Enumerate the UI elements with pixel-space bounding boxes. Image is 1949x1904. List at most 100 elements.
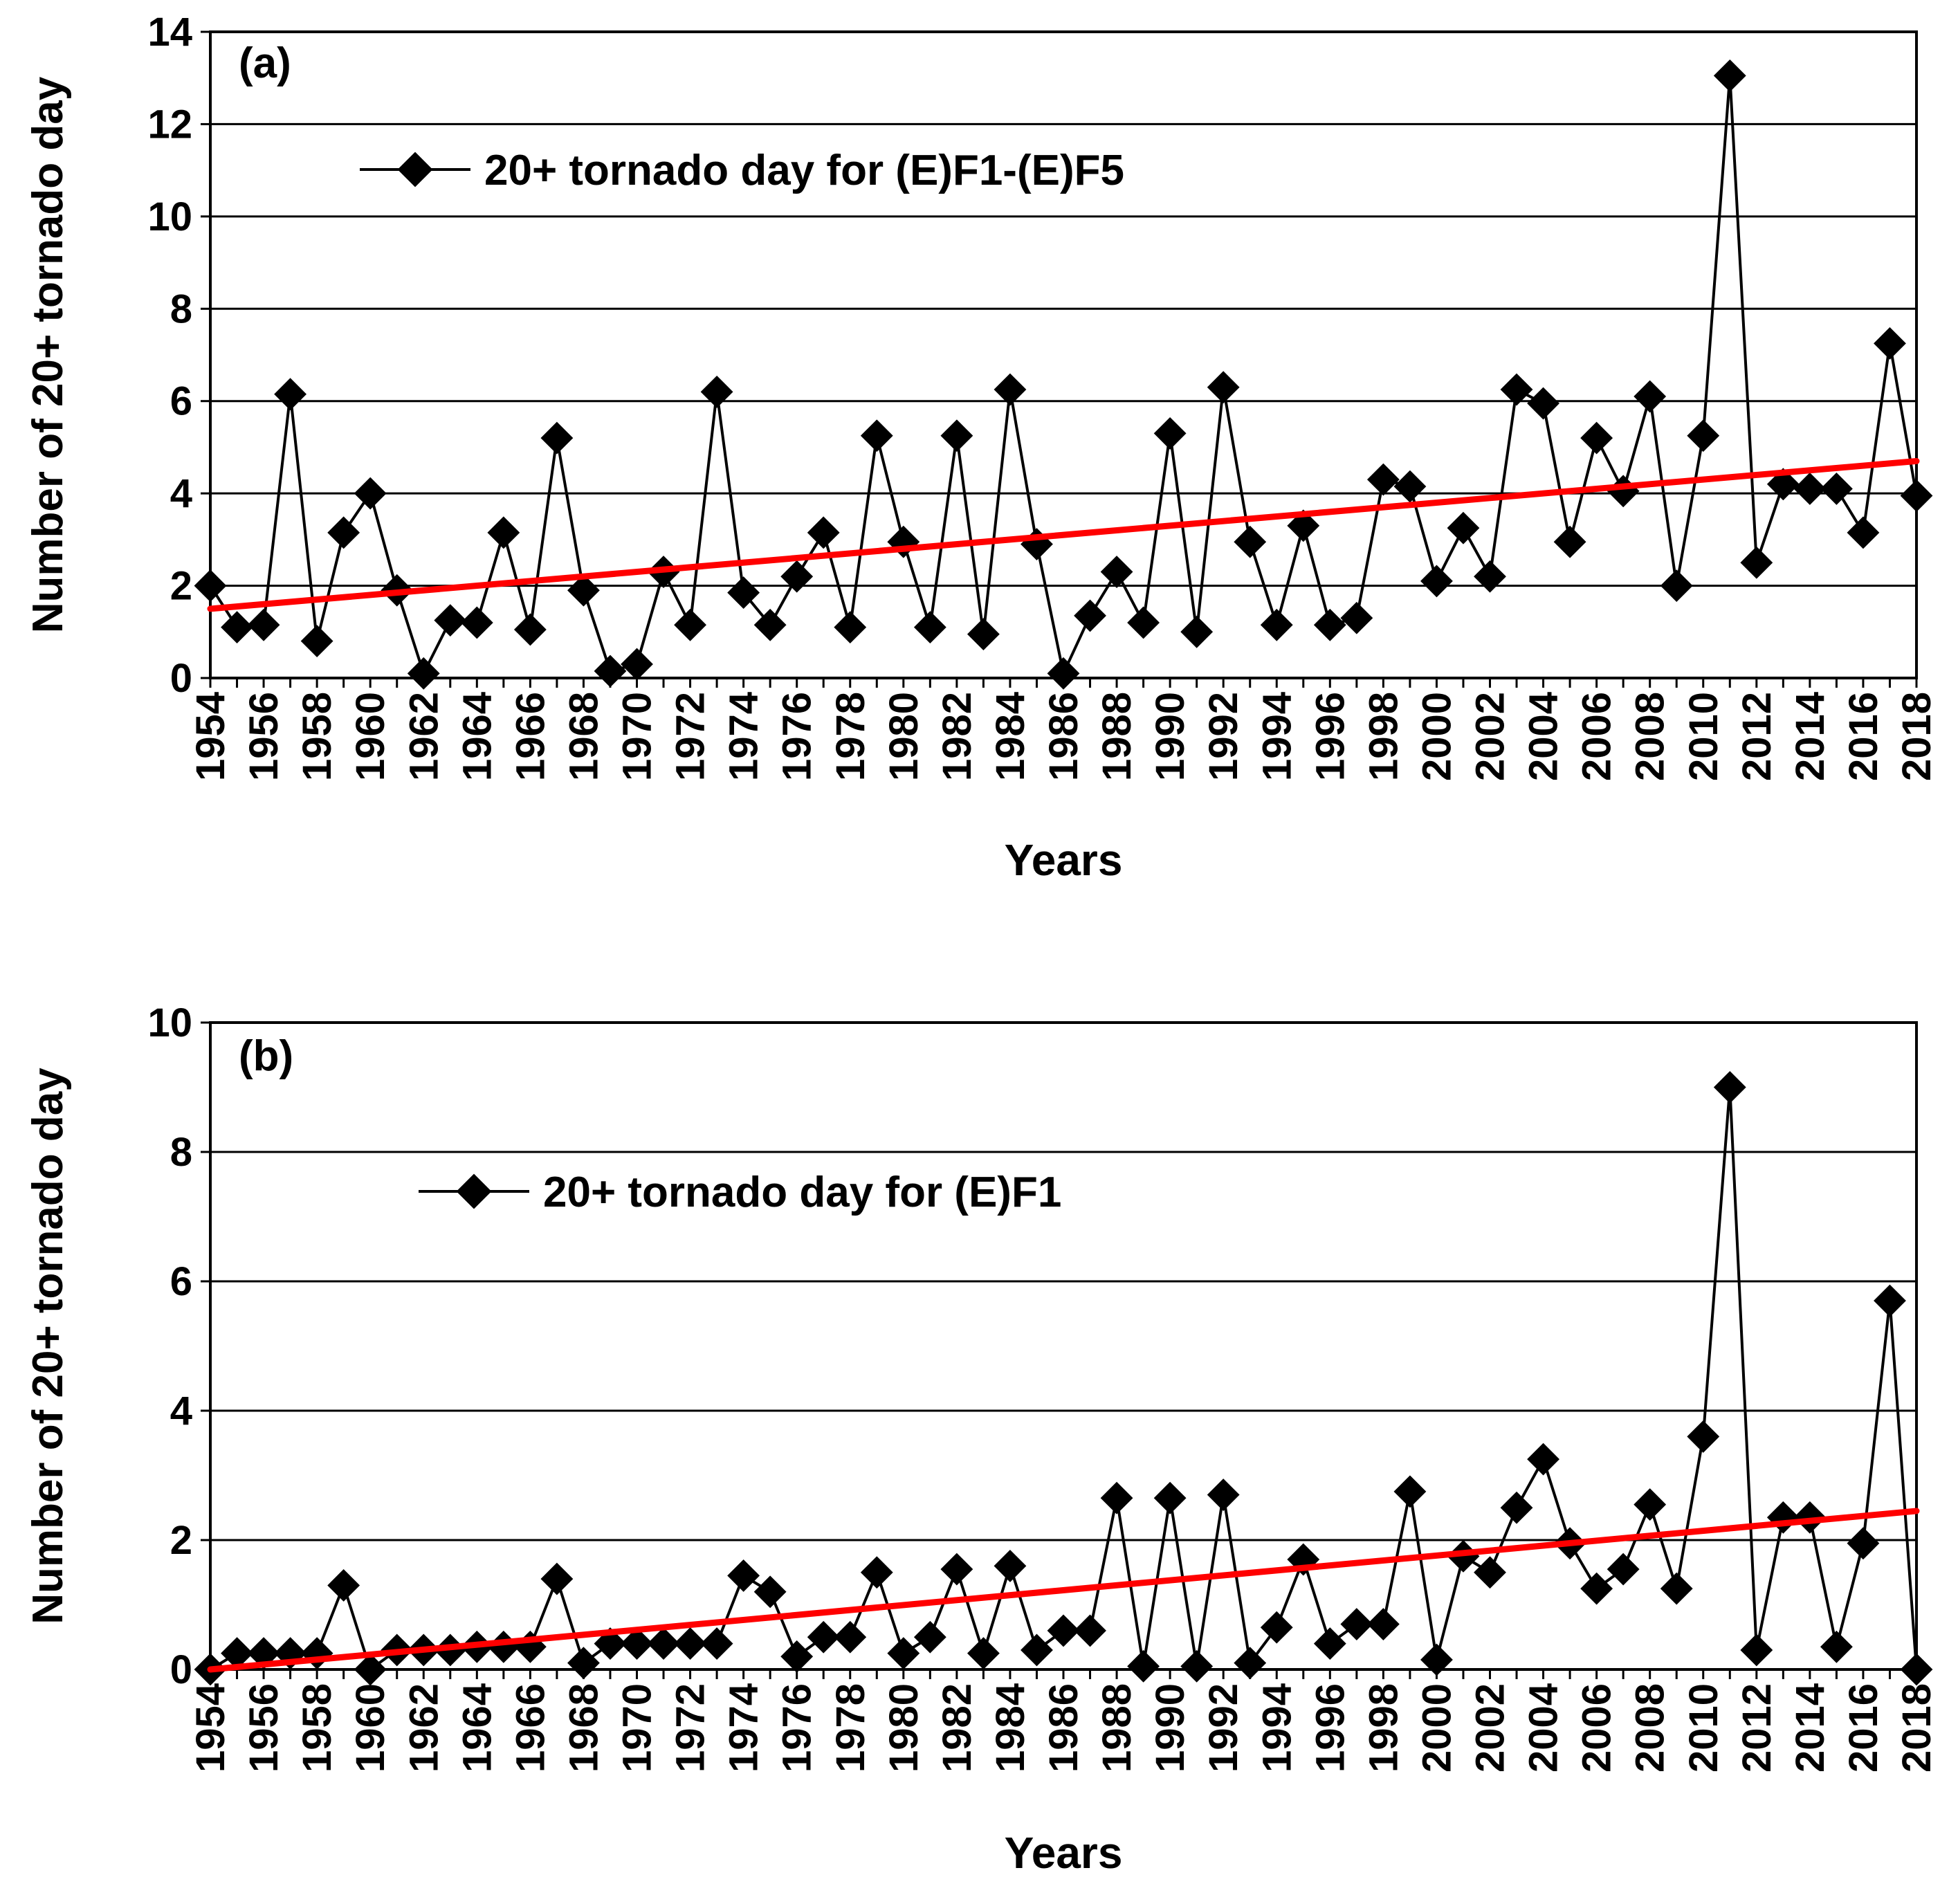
x-tick-label: 1998	[1361, 1683, 1406, 1773]
data-point	[594, 654, 627, 688]
data-point	[221, 611, 253, 644]
data-point	[1074, 1614, 1106, 1647]
x-tick-label: 1976	[775, 692, 820, 781]
data-point	[940, 419, 973, 452]
data-point	[674, 1627, 706, 1660]
data-point	[1687, 1420, 1720, 1453]
data-point	[1634, 1488, 1667, 1521]
data-point	[513, 613, 547, 646]
x-tick-label: 1956	[241, 1683, 286, 1773]
data-point	[1713, 1071, 1746, 1104]
x-tick-label: 2012	[1735, 692, 1779, 781]
x-tick-label: 2004	[1521, 692, 1566, 781]
x-tick-label: 1986	[1041, 1683, 1086, 1773]
data-point	[1820, 1630, 1853, 1663]
data-point	[1634, 380, 1667, 413]
data-point	[1660, 1572, 1693, 1605]
data-point	[780, 1640, 814, 1673]
x-tick-label: 1994	[1254, 1683, 1299, 1773]
legend-label: 20+ tornado day for (E)F1	[543, 1169, 1061, 1216]
y-tick-label: 14	[147, 10, 192, 55]
data-point	[1420, 1643, 1453, 1676]
data-point	[727, 576, 760, 609]
data-point	[1527, 1443, 1559, 1476]
y-tick-label: 6	[170, 379, 192, 424]
data-point	[274, 378, 307, 411]
y-tick-label: 10	[147, 1000, 192, 1045]
data-point	[1447, 511, 1480, 544]
data-point	[434, 604, 467, 637]
x-tick-label: 1958	[295, 1683, 340, 1773]
data-point	[994, 1549, 1027, 1582]
x-axis-title: Years	[1005, 1828, 1123, 1878]
data-point	[1180, 1649, 1214, 1683]
data-point	[1420, 565, 1453, 598]
data-point	[567, 574, 600, 607]
x-tick-label: 2006	[1575, 692, 1620, 781]
x-tick-label: 1976	[775, 1683, 820, 1773]
y-axis-title: Number of 20+ tornado day	[24, 76, 72, 633]
data-point	[1393, 1475, 1427, 1508]
x-tick-label: 2002	[1468, 1683, 1513, 1773]
legend: 20+ tornado day for (E)F1	[419, 1169, 1061, 1216]
x-tick-label: 1978	[828, 692, 873, 781]
x-tick-label: 1966	[508, 692, 553, 781]
x-tick-label: 1984	[988, 692, 1033, 781]
x-tick-label: 1970	[615, 1683, 660, 1773]
x-tick-label: 1958	[295, 692, 340, 781]
data-point	[621, 648, 653, 681]
x-tick-label: 2016	[1841, 1683, 1886, 1773]
x-tick-label: 2016	[1841, 692, 1886, 781]
data-point	[753, 1575, 787, 1609]
data-point	[940, 1553, 973, 1586]
data-point	[1766, 468, 1800, 501]
x-tick-label: 2006	[1575, 1683, 1620, 1773]
data-point	[994, 373, 1027, 406]
data-point	[1153, 1481, 1187, 1514]
data-point	[1847, 516, 1880, 549]
data-point	[354, 1653, 387, 1686]
data-point	[1793, 473, 1827, 505]
x-tick-label: 1956	[241, 692, 286, 781]
x-tick-label: 2014	[1788, 692, 1833, 781]
data-point	[1313, 608, 1346, 641]
x-tick-label: 2010	[1681, 1683, 1726, 1773]
x-tick-label: 1988	[1095, 692, 1140, 781]
data-point	[567, 1647, 600, 1680]
data-point	[1474, 560, 1506, 593]
data-point	[1740, 546, 1773, 579]
x-tick-label: 2012	[1735, 1683, 1779, 1773]
x-tick-label: 1972	[668, 1683, 713, 1773]
x-tick-label: 2014	[1788, 1683, 1833, 1773]
y-tick-label: 2	[170, 1518, 192, 1563]
data-point	[1021, 1633, 1053, 1667]
y-tick-label: 6	[170, 1259, 192, 1304]
data-point	[1340, 1608, 1373, 1640]
data-point	[1500, 1491, 1533, 1524]
x-tick-label: 1974	[722, 1683, 767, 1773]
data-point	[860, 419, 893, 452]
y-tick-label: 0	[170, 1647, 192, 1692]
x-tick-label: 2000	[1414, 1683, 1459, 1773]
x-tick-label: 1962	[401, 692, 446, 781]
data-point	[1713, 59, 1746, 92]
x-tick-label: 1988	[1095, 1683, 1140, 1773]
x-tick-label: 1994	[1254, 692, 1299, 781]
data-point	[913, 1620, 946, 1654]
trend-line	[207, 457, 1920, 612]
data-point	[1074, 599, 1106, 632]
data-point	[407, 657, 440, 690]
x-tick-label: 2000	[1414, 692, 1459, 781]
data-point	[674, 608, 706, 641]
x-tick-label: 1968	[561, 1683, 606, 1773]
data-point	[860, 1556, 893, 1589]
x-tick-label: 1972	[668, 692, 713, 781]
data-point	[807, 1620, 840, 1654]
data-point	[1900, 1653, 1933, 1686]
data-point	[1313, 1627, 1346, 1660]
x-tick-label: 1962	[401, 1683, 446, 1773]
data-point	[460, 606, 493, 639]
data-point	[1527, 387, 1559, 420]
data-point	[300, 1637, 333, 1670]
data-point	[727, 1559, 760, 1592]
